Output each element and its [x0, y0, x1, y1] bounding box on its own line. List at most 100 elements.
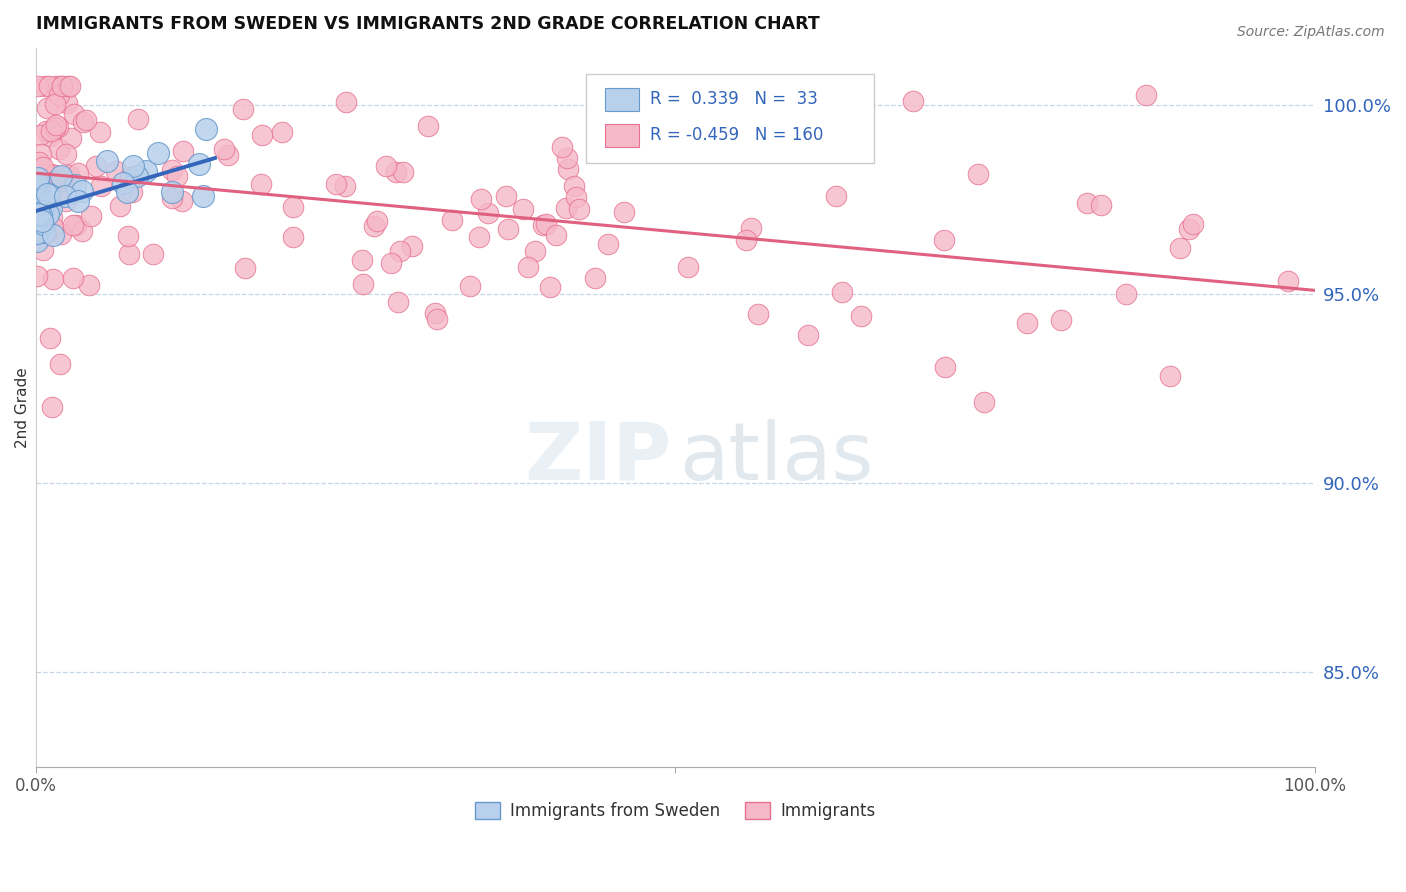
Point — [49, 79, 72, 94]
Point — [160, 162, 183, 177]
FancyBboxPatch shape — [586, 73, 873, 163]
Point — [72, 115, 94, 129]
Point — [392, 165, 415, 179]
Point — [25, 269, 48, 284]
Point — [77, 277, 100, 292]
Point — [49, 169, 72, 184]
Point — [38, 79, 60, 94]
Point — [27, 189, 49, 203]
Point — [565, 189, 588, 203]
Point — [45, 79, 67, 94]
Point — [135, 164, 157, 178]
Text: ZIP: ZIP — [524, 418, 672, 497]
Point — [1090, 197, 1112, 211]
Point — [1277, 274, 1299, 288]
Point — [62, 271, 84, 285]
Point — [37, 176, 59, 190]
Point — [426, 311, 449, 326]
Legend: Immigrants from Sweden, Immigrants: Immigrants from Sweden, Immigrants — [468, 795, 882, 827]
Point — [374, 159, 396, 173]
Text: R = -0.459   N = 160: R = -0.459 N = 160 — [650, 127, 823, 145]
Point — [1050, 313, 1073, 327]
Point — [546, 228, 568, 243]
Point — [27, 79, 49, 94]
Point — [34, 79, 56, 94]
Point — [903, 94, 925, 108]
Point — [55, 194, 77, 209]
Point — [188, 157, 211, 171]
Point — [39, 167, 62, 181]
Point — [39, 193, 62, 207]
Point — [63, 178, 86, 193]
Point — [1170, 241, 1192, 255]
Point — [538, 280, 561, 294]
Point — [568, 202, 591, 216]
Point — [233, 261, 256, 276]
Point — [25, 224, 48, 238]
Point — [41, 220, 63, 235]
Point — [498, 222, 520, 236]
Point — [831, 285, 853, 300]
Point — [27, 170, 49, 185]
Point — [232, 102, 254, 116]
Point — [121, 160, 143, 174]
Point — [96, 154, 118, 169]
Point — [555, 151, 578, 165]
Point — [30, 208, 52, 222]
Point — [31, 170, 53, 185]
Point — [65, 219, 87, 233]
Point — [127, 112, 149, 126]
Point — [583, 271, 606, 285]
Point — [49, 227, 72, 241]
Point — [934, 360, 956, 375]
Text: atlas: atlas — [679, 418, 873, 497]
Point — [517, 260, 540, 275]
Point — [160, 191, 183, 205]
Point — [388, 244, 411, 259]
Point — [458, 279, 481, 293]
Point — [45, 179, 67, 194]
Point — [387, 294, 409, 309]
Point — [335, 95, 357, 109]
Point — [28, 178, 51, 193]
Point — [55, 146, 77, 161]
Point — [80, 209, 103, 223]
Point — [35, 186, 58, 201]
Point — [531, 219, 554, 233]
Point — [25, 227, 48, 242]
Point — [89, 125, 111, 139]
Point — [46, 120, 69, 134]
Point — [551, 139, 574, 153]
Point — [973, 394, 995, 409]
Point — [31, 214, 53, 228]
Point — [1076, 196, 1098, 211]
Point — [44, 120, 66, 135]
Point — [104, 164, 127, 178]
Point — [41, 210, 63, 224]
Point — [58, 168, 80, 182]
Point — [30, 201, 52, 215]
Point — [56, 79, 79, 94]
Point — [28, 128, 51, 142]
Point — [25, 234, 48, 248]
Point — [48, 142, 70, 156]
Point — [66, 166, 89, 180]
Point — [56, 95, 79, 110]
Point — [27, 154, 49, 169]
Point — [45, 118, 67, 132]
Point — [1115, 287, 1137, 301]
Point — [797, 328, 820, 343]
Point — [75, 113, 97, 128]
Point — [534, 217, 557, 231]
Point — [37, 180, 59, 194]
Point — [380, 256, 402, 270]
Point — [325, 178, 347, 192]
Point — [66, 194, 89, 208]
Point — [27, 211, 49, 225]
Point — [613, 205, 636, 219]
Point — [35, 124, 58, 138]
Point — [37, 101, 59, 115]
Point — [596, 236, 619, 251]
Point — [118, 246, 141, 260]
Point — [118, 170, 141, 185]
